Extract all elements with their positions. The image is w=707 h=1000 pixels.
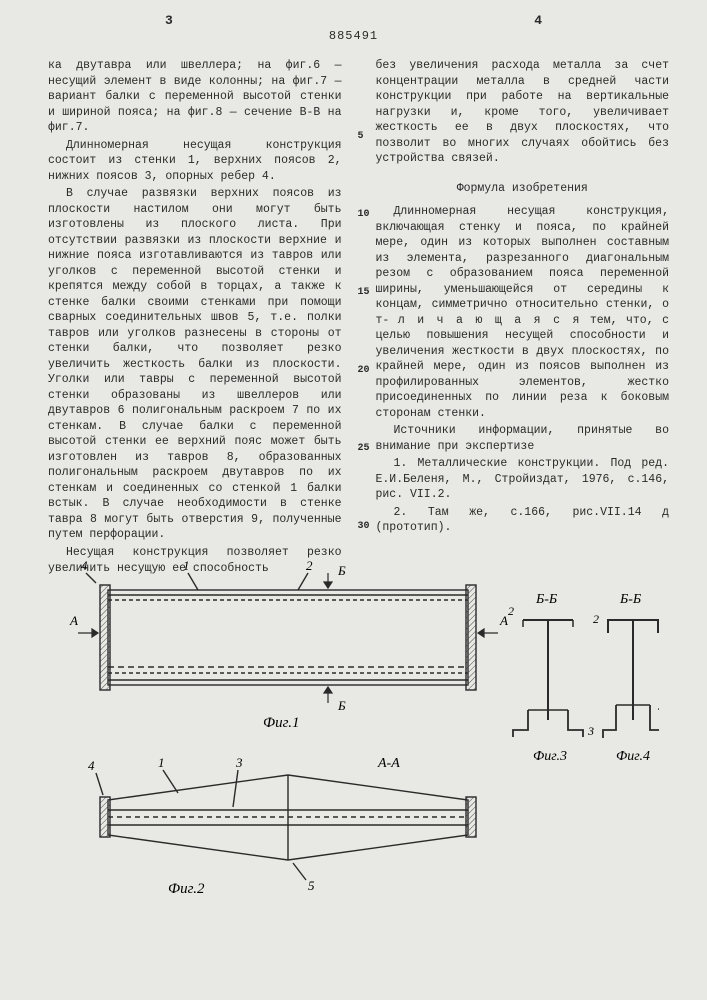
ref-label: Б-Б	[535, 592, 557, 607]
ref-label: Б	[337, 698, 346, 713]
page-number-right: 4	[534, 12, 542, 30]
ref-label: А-А	[377, 756, 400, 771]
line-mark: 15	[358, 286, 370, 300]
fig-caption: Фиг.1	[263, 715, 299, 731]
text: тем, что, с целью повышения несущей спос…	[376, 314, 670, 420]
figure-2	[96, 770, 476, 880]
para: Длинномерная несущая конструкция, включа…	[376, 204, 670, 421]
ref-label: 3	[657, 699, 659, 713]
text-spaced: л и ч а ю щ а я с я	[398, 314, 582, 327]
figure-3	[513, 620, 583, 737]
ref-label: 3	[235, 755, 243, 770]
ref-label: 5	[308, 878, 315, 893]
ref-label: 2	[508, 604, 514, 618]
ref-label: Б-Б	[619, 592, 641, 607]
ref-label: Б	[337, 563, 346, 578]
ref-label: 1	[183, 558, 190, 573]
line-mark: 20	[358, 364, 370, 378]
para: Длинномерная несущая конструкция состоит…	[48, 138, 342, 185]
line-mark: 10	[358, 208, 370, 222]
figure-4	[603, 620, 659, 738]
figures-area: 4 1 2 Б Б А А Фиг.1 4 1 3 5 А-А Фиг.2 Б-…	[48, 555, 659, 980]
source-item: 1. Металлические конструкции. Под ред. Е…	[376, 456, 670, 503]
line-mark: 25	[358, 442, 370, 456]
para: ка двутавра или швеллера; на фиг.6 — нес…	[48, 58, 342, 136]
text: Длинномерная несущая конструкция, включа…	[376, 205, 670, 327]
ref-label: А	[499, 613, 508, 628]
ref-label: 4	[81, 558, 88, 573]
ref-label: 4	[88, 758, 95, 773]
source-item: 2. Там же, с.166, рис.VII.14 д (прототип…	[376, 505, 670, 536]
page-number-left: 3	[165, 12, 173, 30]
figure-1	[78, 573, 498, 703]
patent-number: 885491	[329, 28, 378, 44]
para: без увеличения расхода металла за счет к…	[376, 58, 670, 167]
sources-title: Источники информации, принятые во вниман…	[376, 423, 670, 454]
fig-caption: Фиг.3	[533, 749, 567, 764]
text-columns: ка двутавра или швеллера; на фиг.6 — нес…	[48, 58, 669, 578]
line-mark: 30	[358, 520, 370, 534]
ref-label: 2	[306, 558, 313, 573]
line-mark: 5	[358, 130, 364, 144]
formula-title: Формула изобретения	[376, 181, 670, 197]
fig-caption: Фиг.4	[616, 749, 650, 764]
ref-label: 3	[587, 724, 594, 738]
ref-label: А	[69, 613, 78, 628]
right-column: 5 10 15 20 25 30 без увеличения расхода …	[360, 58, 670, 578]
ref-label: 1	[158, 755, 165, 770]
fig-caption: Фиг.2	[168, 881, 205, 897]
left-column: ка двутавра или швеллера; на фиг.6 — нес…	[48, 58, 342, 578]
ref-label: 2	[593, 612, 599, 626]
figures-svg: 4 1 2 Б Б А А Фиг.1 4 1 3 5 А-А Фиг.2 Б-…	[48, 555, 659, 975]
para: В случае развязки верхних поясов из плос…	[48, 186, 342, 543]
